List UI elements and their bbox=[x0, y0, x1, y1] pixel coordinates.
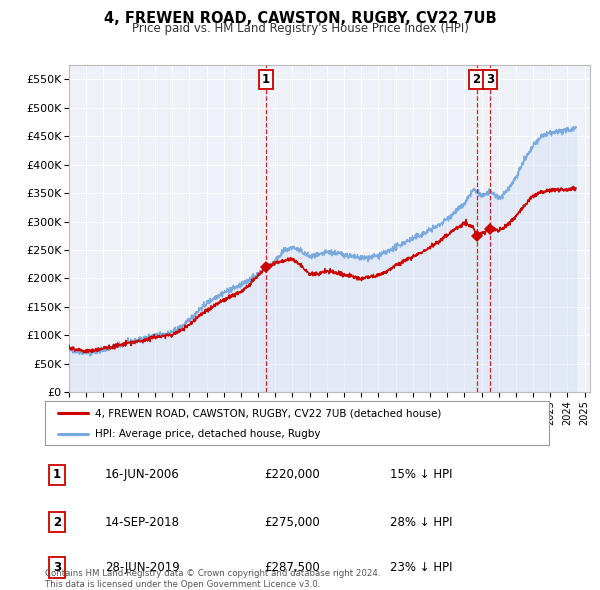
Text: £220,000: £220,000 bbox=[264, 468, 320, 481]
Text: 28-JUN-2019: 28-JUN-2019 bbox=[105, 561, 180, 574]
Text: 4, FREWEN ROAD, CAWSTON, RUGBY, CV22 7UB: 4, FREWEN ROAD, CAWSTON, RUGBY, CV22 7UB bbox=[104, 11, 496, 25]
Text: 15% ↓ HPI: 15% ↓ HPI bbox=[390, 468, 452, 481]
Text: HPI: Average price, detached house, Rugby: HPI: Average price, detached house, Rugb… bbox=[95, 428, 321, 438]
Text: 28% ↓ HPI: 28% ↓ HPI bbox=[390, 516, 452, 529]
Text: 14-SEP-2018: 14-SEP-2018 bbox=[105, 516, 180, 529]
Text: £275,000: £275,000 bbox=[264, 516, 320, 529]
Text: 16-JUN-2006: 16-JUN-2006 bbox=[105, 468, 180, 481]
Text: 3: 3 bbox=[53, 561, 61, 574]
Text: 4, FREWEN ROAD, CAWSTON, RUGBY, CV22 7UB (detached house): 4, FREWEN ROAD, CAWSTON, RUGBY, CV22 7UB… bbox=[95, 408, 442, 418]
Text: 1: 1 bbox=[262, 73, 270, 86]
Text: 2: 2 bbox=[472, 73, 481, 86]
Text: 3: 3 bbox=[486, 73, 494, 86]
Text: Price paid vs. HM Land Registry's House Price Index (HPI): Price paid vs. HM Land Registry's House … bbox=[131, 22, 469, 35]
Text: 2: 2 bbox=[53, 516, 61, 529]
Text: 23% ↓ HPI: 23% ↓ HPI bbox=[390, 561, 452, 574]
Text: 1: 1 bbox=[53, 468, 61, 481]
Text: Contains HM Land Registry data © Crown copyright and database right 2024.
This d: Contains HM Land Registry data © Crown c… bbox=[45, 569, 380, 589]
Text: £287,500: £287,500 bbox=[264, 561, 320, 574]
